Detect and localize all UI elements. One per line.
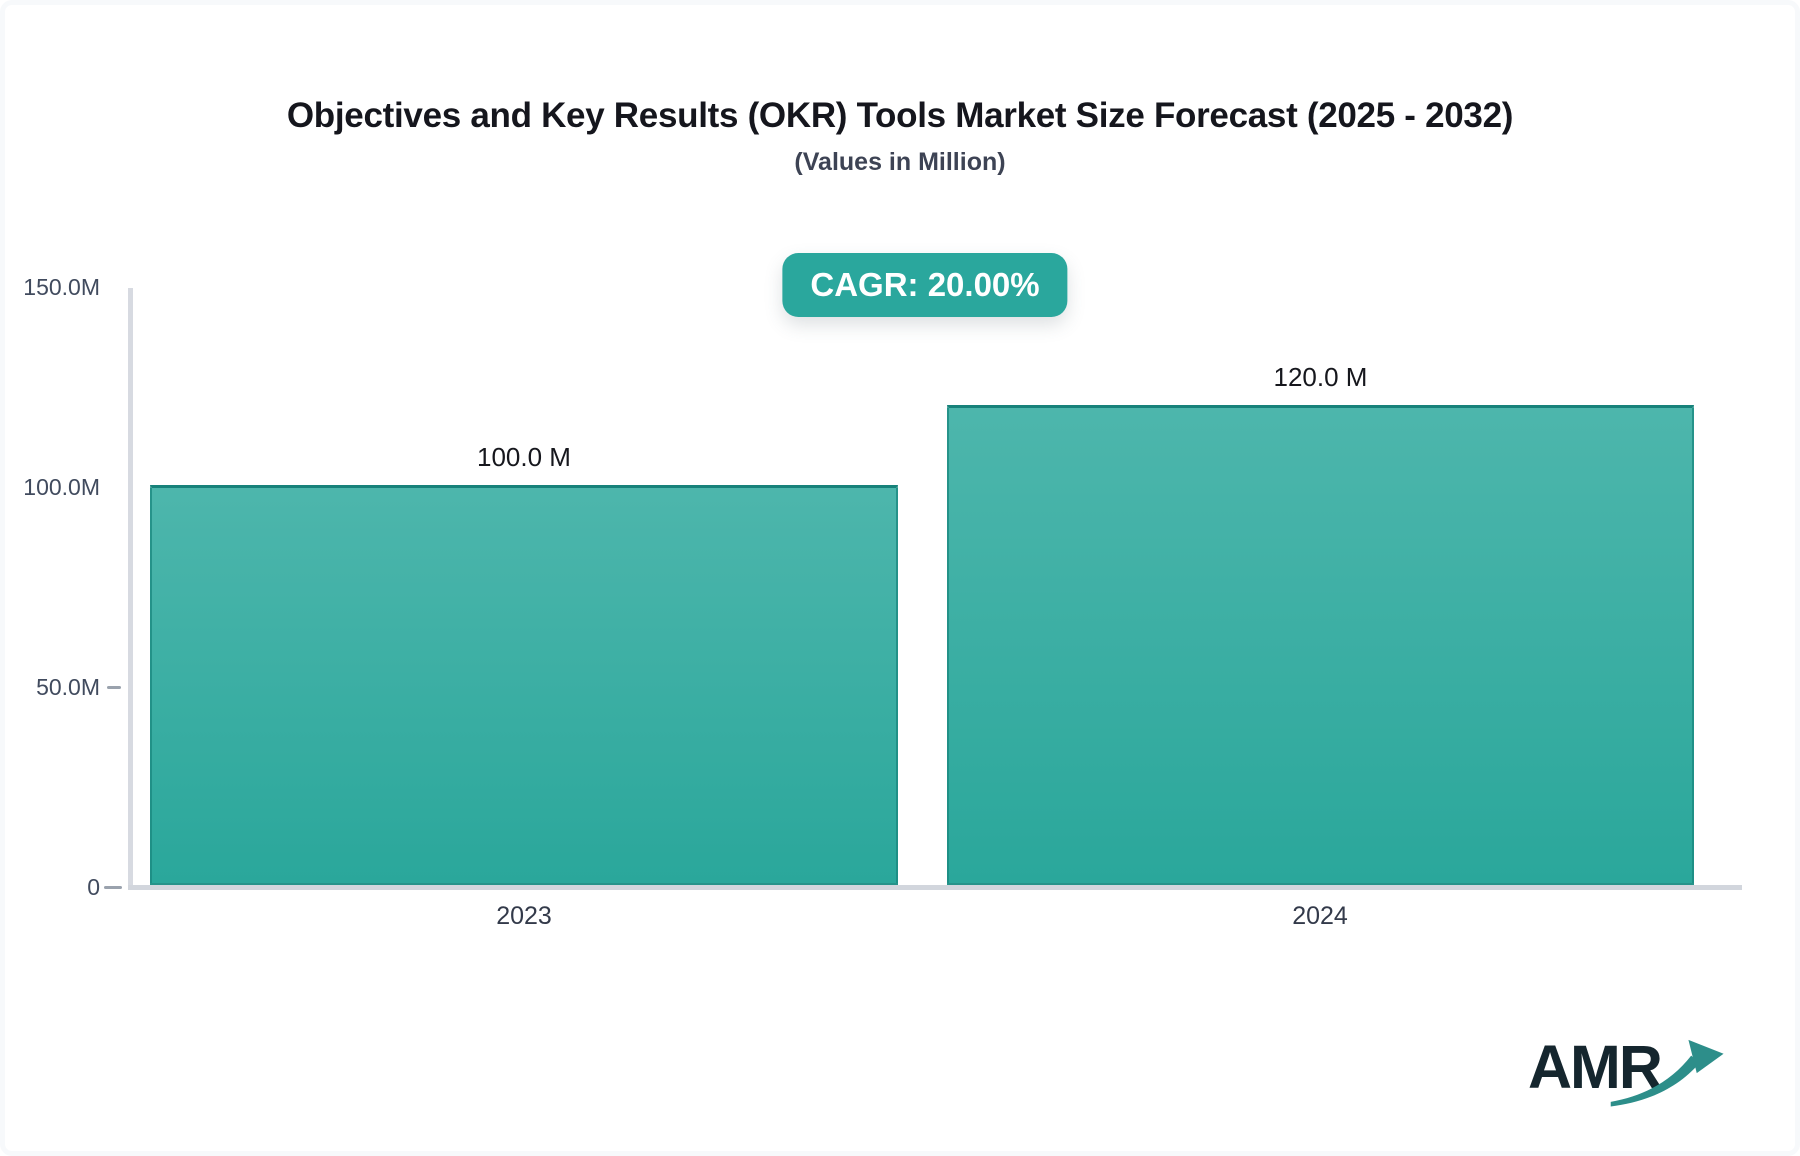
amr-logo: AMR <box>1528 1030 1728 1114</box>
y-axis-line <box>128 288 133 890</box>
bar-group-2023: 100.0 M <box>150 442 898 885</box>
y-tick-label-100m: 100.0M <box>23 474 100 500</box>
bar-group-2024: 120.0 M <box>947 362 1694 885</box>
bar-value-2023: 100.0 M <box>477 442 571 472</box>
y-tick-label-150m: 150.0M <box>23 274 100 300</box>
y-tick-mark-0 <box>104 886 122 889</box>
bar-2023[interactable] <box>150 485 898 885</box>
x-label-2024: 2024 <box>1292 902 1348 930</box>
chart-subtitle: (Values in Million) <box>794 148 1006 176</box>
y-tick-mark-50m <box>107 686 121 689</box>
chart-title: Objectives and Key Results (OKR) Tools M… <box>286 96 1514 135</box>
y-tick-label-0: 0 <box>87 874 100 900</box>
x-label-2023: 2023 <box>496 902 552 930</box>
cagr-badge: CAGR: 20.00% <box>782 253 1068 317</box>
bar-2024[interactable] <box>947 405 1694 885</box>
growth-arrow-icon <box>1610 1039 1724 1107</box>
bar-value-2024: 120.0 M <box>1273 362 1368 392</box>
y-tick-label-50m: 50.0M <box>36 674 100 700</box>
x-axis-line <box>128 885 1742 890</box>
amr-logo-text: AMR <box>1528 1033 1663 1101</box>
